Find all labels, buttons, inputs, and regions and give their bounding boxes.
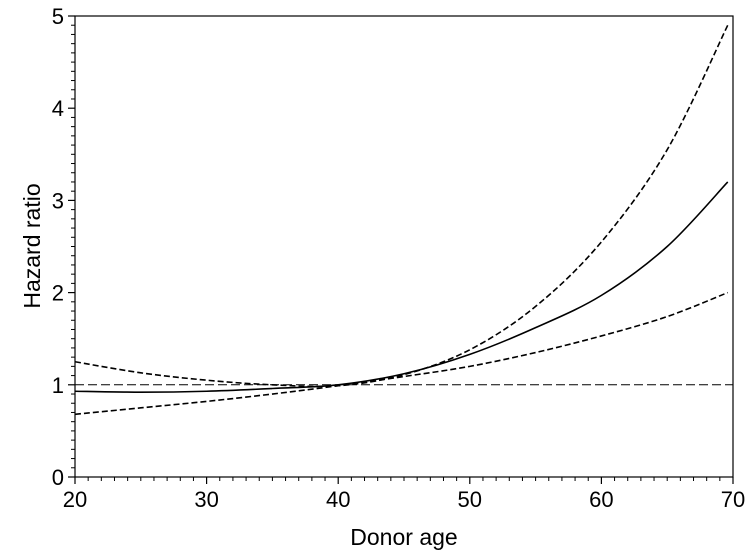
- x-tick-label: 60: [589, 487, 613, 512]
- series-line-estimate: [74, 181, 729, 393]
- series-line-ci-1: [74, 24, 729, 388]
- y-tick-label: 4: [52, 96, 64, 121]
- y-axis-title: Hazard ratio: [19, 183, 45, 308]
- y-tick-label: 1: [52, 373, 64, 398]
- x-tick-labels: 20 30 40 50 60 70: [63, 487, 745, 512]
- x-tick-label: 40: [326, 487, 350, 512]
- major-ticks: [68, 15, 734, 484]
- y-tick-label: 3: [52, 188, 64, 213]
- y-tick-label: 2: [52, 281, 64, 306]
- minor-ticks: [71, 24, 721, 481]
- x-tick-label: 70: [721, 487, 745, 512]
- series-layer: [74, 24, 729, 416]
- y-tick-label: 5: [52, 4, 64, 29]
- series-line-ci-2: [74, 291, 729, 416]
- y-tick-labels: 0 1 2 3 4 5: [52, 4, 64, 490]
- plot-frame: [74, 15, 734, 478]
- x-axis-title: Donor age: [350, 524, 457, 550]
- x-tick-label: 50: [458, 487, 482, 512]
- x-tick-label: 20: [63, 487, 87, 512]
- y-tick-label: 0: [52, 465, 64, 490]
- x-tick-label: 30: [194, 487, 218, 512]
